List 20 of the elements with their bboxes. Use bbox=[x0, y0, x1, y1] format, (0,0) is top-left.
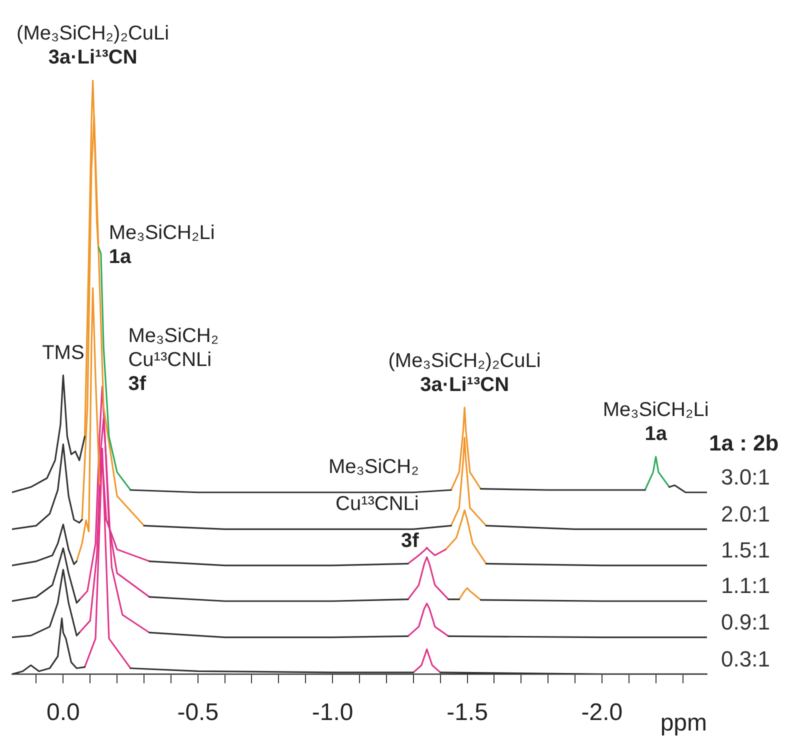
series-label: 0.3:1 bbox=[721, 646, 770, 672]
x-tick-label: 0.0 bbox=[46, 699, 80, 726]
series-label: 1.1:1 bbox=[721, 573, 770, 598]
x-tick-label: -2.0 bbox=[581, 699, 623, 726]
annotation: (Me₃SiCH₂)₂CuLi 3a·Li¹³CN bbox=[388, 350, 541, 396]
annotation: Me₃SiCH₂ Cu¹³CNLi 3f bbox=[128, 325, 219, 396]
x-tick-label: -1.0 bbox=[312, 699, 354, 726]
series-label: 0.9:1 bbox=[721, 609, 770, 634]
x-axis-title: ppm bbox=[660, 710, 707, 737]
series-label: 3.0:1 bbox=[721, 464, 770, 490]
series-label: 1.5:1 bbox=[721, 538, 770, 563]
annotation: Me₃SiCH₂Li 1a bbox=[602, 399, 709, 446]
legend-title: 1a : 2b bbox=[709, 430, 779, 456]
annotation: Me₃SiCH₂ Cu¹³CNLi 3f bbox=[328, 456, 420, 552]
x-tick-label: -1.5 bbox=[446, 699, 488, 726]
x-tick-label: -0.5 bbox=[177, 699, 219, 726]
annotation: (Me₃SiCH₂)₂CuLi 3a·Li¹³CN bbox=[16, 22, 170, 69]
annotation: Me₃SiCH₂Li 1a bbox=[108, 222, 215, 268]
annotation: TMS bbox=[42, 342, 84, 364]
series-label: 2.0:1 bbox=[721, 501, 770, 526]
